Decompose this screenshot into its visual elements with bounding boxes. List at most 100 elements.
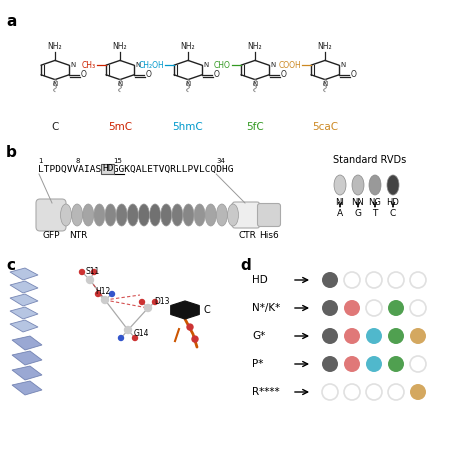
FancyBboxPatch shape [101, 164, 114, 174]
Circle shape [388, 300, 404, 316]
Ellipse shape [194, 204, 205, 226]
Ellipse shape [71, 204, 83, 226]
Text: NN: NN [352, 198, 364, 207]
Text: 1: 1 [38, 158, 42, 164]
Polygon shape [12, 336, 42, 350]
Ellipse shape [105, 204, 116, 226]
Ellipse shape [127, 204, 138, 226]
Polygon shape [12, 366, 42, 380]
Text: 8: 8 [76, 158, 80, 164]
Text: G14: G14 [134, 330, 149, 339]
Ellipse shape [94, 204, 105, 226]
Circle shape [140, 299, 144, 304]
Text: N: N [70, 62, 75, 68]
Circle shape [119, 336, 123, 341]
Text: CH₂OH: CH₂OH [138, 61, 164, 70]
Text: His6: His6 [259, 231, 279, 240]
Text: NH₂: NH₂ [181, 42, 195, 51]
Text: N: N [252, 81, 258, 87]
Text: N: N [322, 81, 328, 87]
Polygon shape [12, 381, 42, 395]
Ellipse shape [161, 204, 172, 226]
Text: C: C [203, 305, 210, 315]
Text: N: N [117, 81, 123, 87]
Ellipse shape [227, 204, 239, 226]
Circle shape [79, 270, 85, 275]
Circle shape [388, 328, 404, 344]
Polygon shape [171, 301, 199, 319]
Text: N: N [340, 62, 345, 68]
Circle shape [344, 300, 360, 316]
Circle shape [86, 276, 93, 284]
Circle shape [133, 336, 137, 341]
Polygon shape [10, 320, 38, 332]
Circle shape [344, 356, 360, 372]
Circle shape [388, 356, 404, 372]
Text: G: G [354, 209, 361, 218]
Ellipse shape [205, 204, 216, 226]
Text: GFP: GFP [42, 231, 60, 240]
Circle shape [366, 328, 382, 344]
Text: Standard RVDs: Standard RVDs [333, 155, 407, 165]
Polygon shape [10, 268, 38, 280]
Text: R****: R**** [252, 387, 280, 397]
Ellipse shape [138, 204, 149, 226]
Ellipse shape [183, 204, 194, 226]
Text: N: N [270, 62, 275, 68]
Ellipse shape [334, 175, 346, 195]
Text: a: a [6, 14, 16, 29]
Text: 15: 15 [113, 158, 122, 164]
FancyBboxPatch shape [257, 203, 281, 226]
Ellipse shape [83, 204, 94, 226]
Text: 5fC: 5fC [246, 122, 264, 132]
Text: COOH: COOH [278, 61, 301, 70]
Circle shape [101, 296, 108, 304]
Text: CHO: CHO [214, 61, 231, 70]
Circle shape [125, 327, 132, 333]
Text: N: N [135, 62, 140, 68]
Text: NH₂: NH₂ [248, 42, 262, 51]
Text: N: N [185, 81, 191, 87]
Text: NI: NI [336, 198, 345, 207]
Circle shape [95, 291, 100, 296]
Text: N: N [203, 62, 208, 68]
Circle shape [322, 356, 338, 372]
Polygon shape [10, 281, 38, 293]
Text: O: O [351, 70, 357, 79]
Text: HD: HD [252, 275, 268, 285]
Text: A: A [337, 209, 343, 218]
Text: NH₂: NH₂ [318, 42, 333, 51]
Circle shape [322, 328, 338, 344]
Circle shape [344, 328, 360, 344]
Text: O: O [81, 70, 87, 79]
Ellipse shape [116, 204, 127, 226]
Text: NG: NG [368, 198, 382, 207]
FancyBboxPatch shape [232, 202, 260, 228]
Text: 34: 34 [216, 158, 225, 164]
Text: O: O [146, 70, 152, 79]
Text: 5hmC: 5hmC [173, 122, 203, 132]
Text: d: d [240, 258, 251, 273]
Ellipse shape [387, 175, 399, 195]
Text: S11: S11 [85, 267, 99, 276]
Circle shape [153, 299, 157, 304]
Ellipse shape [61, 204, 71, 226]
Text: NTR: NTR [69, 231, 87, 240]
Circle shape [410, 328, 426, 344]
Text: O: O [214, 70, 220, 79]
Text: c: c [6, 258, 15, 273]
Circle shape [192, 336, 198, 342]
Circle shape [187, 324, 193, 330]
Text: NH₂: NH₂ [113, 42, 127, 51]
FancyBboxPatch shape [36, 199, 66, 231]
Circle shape [109, 291, 114, 296]
Text: T: T [372, 209, 378, 218]
Text: 5mC: 5mC [108, 122, 132, 132]
Ellipse shape [352, 175, 364, 195]
Text: N*/K*: N*/K* [252, 303, 280, 313]
Polygon shape [10, 307, 38, 319]
Polygon shape [12, 351, 42, 365]
Text: C: C [51, 122, 59, 132]
Ellipse shape [149, 204, 161, 226]
Text: D13: D13 [154, 298, 170, 307]
